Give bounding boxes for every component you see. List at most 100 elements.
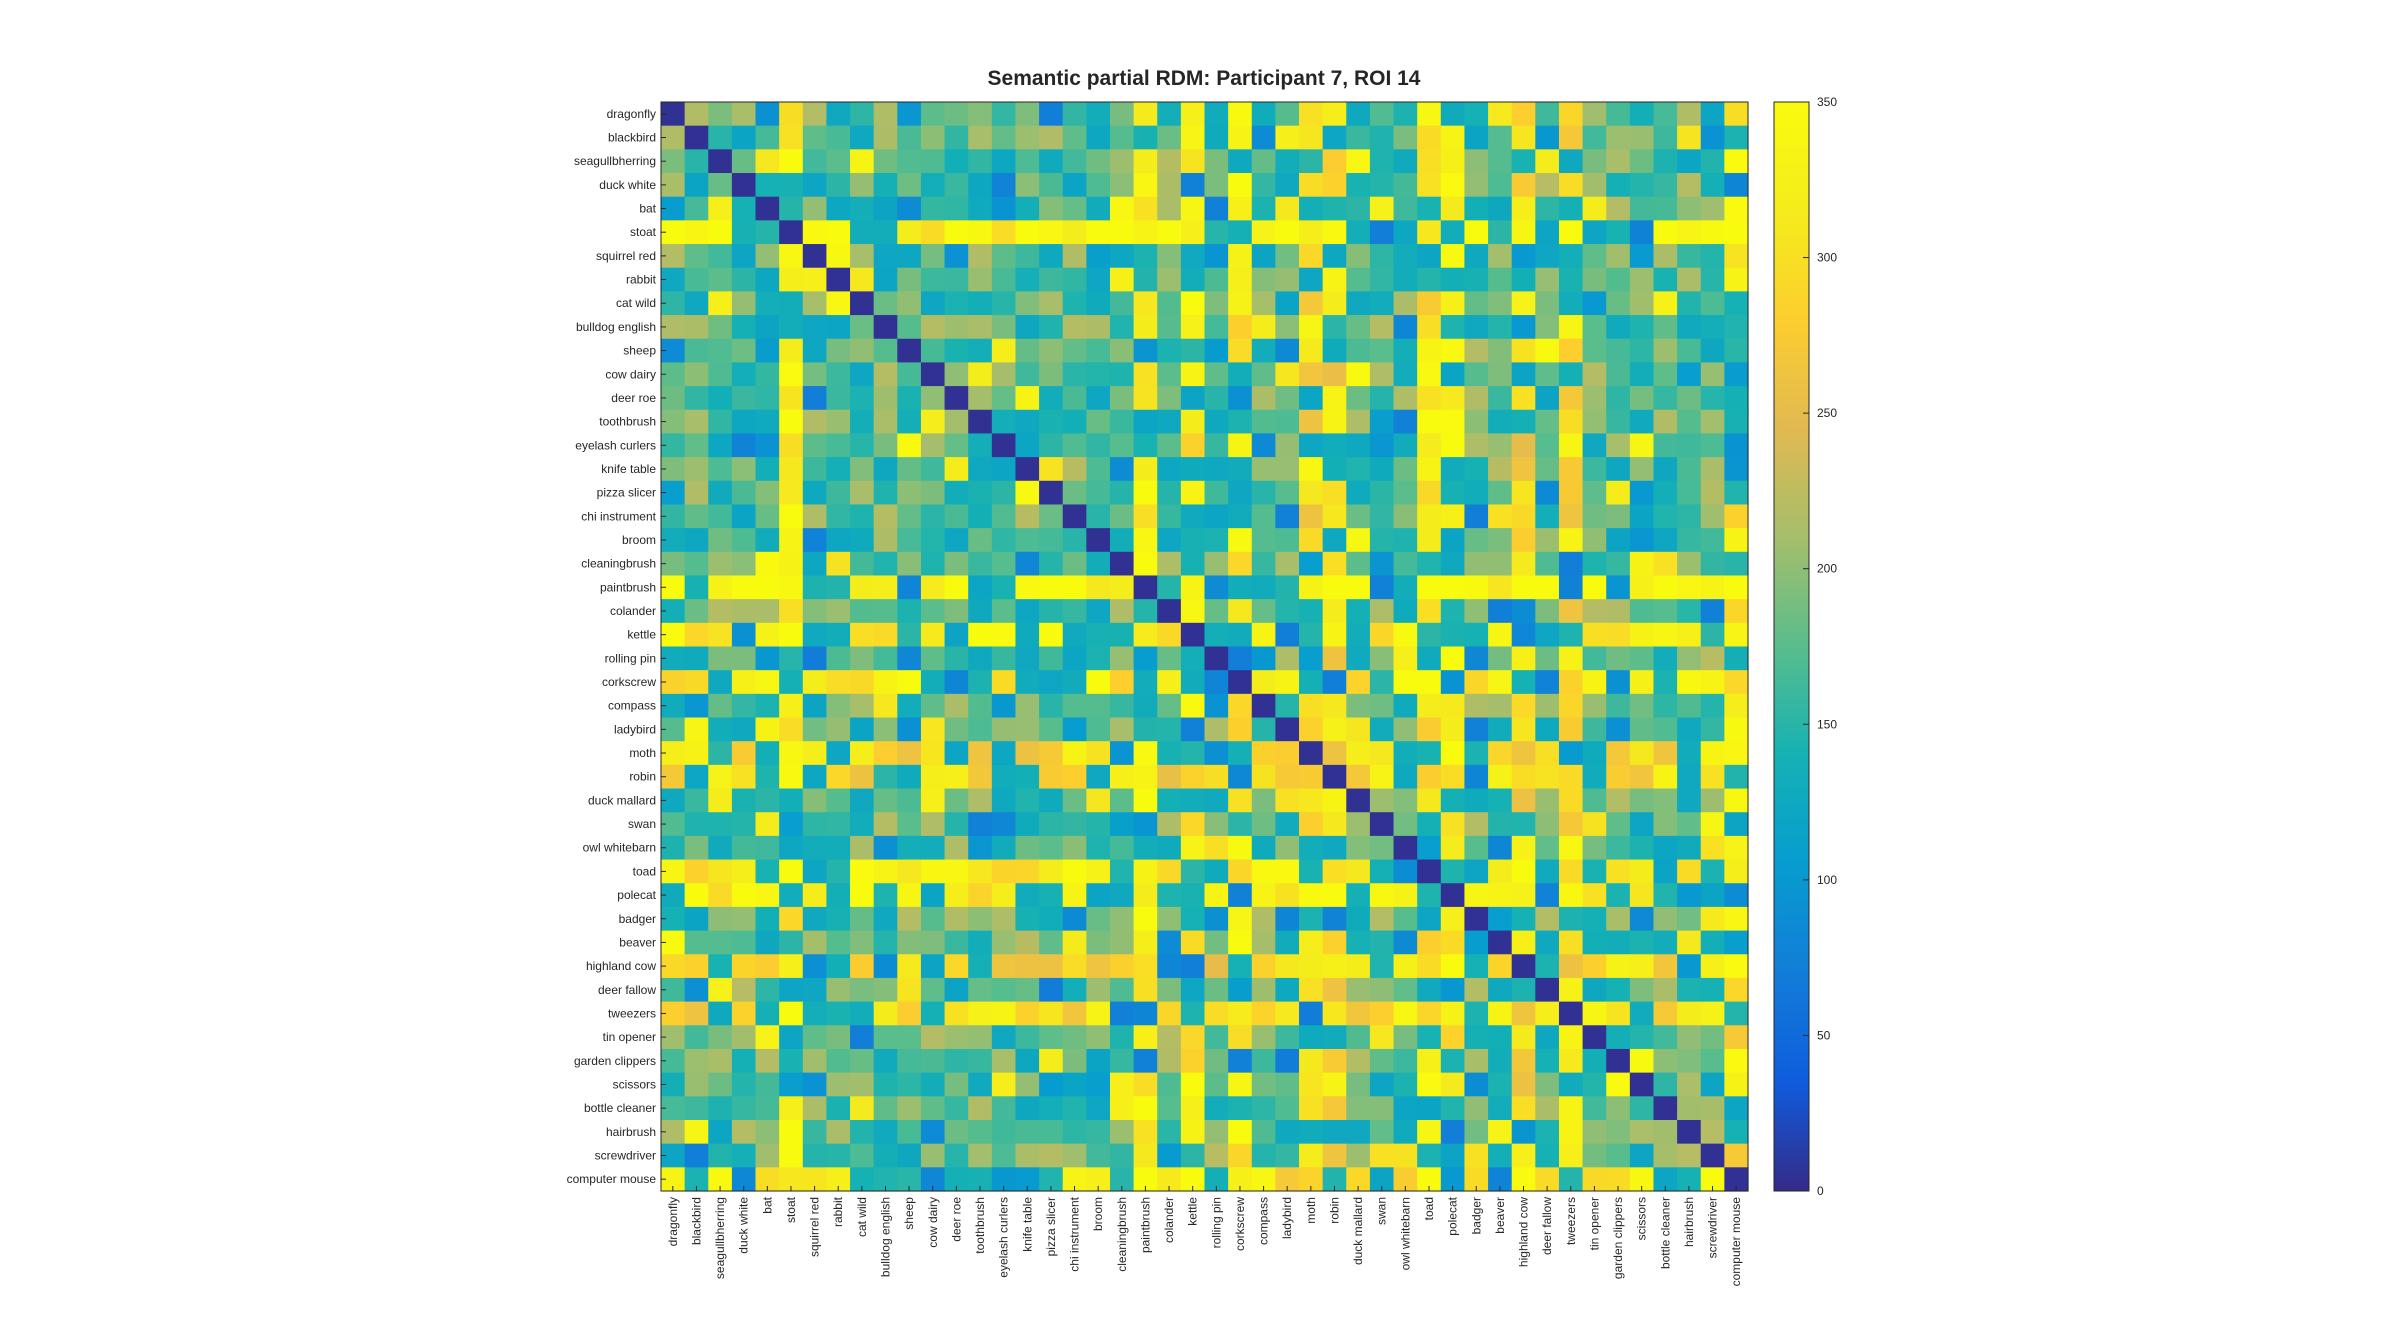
heatmap-cell bbox=[1417, 859, 1442, 884]
heatmap-cell bbox=[968, 575, 993, 600]
heatmap-cell bbox=[1724, 1048, 1749, 1074]
heatmap-cell bbox=[1700, 670, 1725, 695]
heatmap-cell bbox=[1700, 196, 1725, 221]
heatmap-cell bbox=[1346, 338, 1371, 364]
heatmap-cell bbox=[1062, 1096, 1087, 1121]
row-label: tweezers bbox=[608, 1006, 656, 1020]
heatmap-cell bbox=[1299, 646, 1324, 671]
heatmap-cell bbox=[802, 930, 828, 955]
heatmap-cell bbox=[1511, 102, 1536, 127]
heatmap-cell bbox=[1299, 670, 1324, 695]
heatmap-cell bbox=[873, 977, 898, 1003]
heatmap-cell bbox=[1488, 291, 1513, 316]
heatmap-cell bbox=[1251, 599, 1276, 624]
heatmap-cell bbox=[779, 504, 804, 529]
heatmap-cell bbox=[826, 670, 851, 695]
heatmap-cell bbox=[1724, 1072, 1749, 1097]
heatmap-cell bbox=[1511, 267, 1536, 292]
heatmap-cell bbox=[873, 717, 898, 742]
heatmap-cell bbox=[731, 788, 757, 813]
heatmap-cell bbox=[1346, 267, 1371, 292]
heatmap-cell bbox=[1133, 717, 1158, 742]
heatmap-cell bbox=[850, 812, 875, 837]
heatmap-cell bbox=[1582, 977, 1607, 1003]
heatmap-cell bbox=[968, 1001, 993, 1026]
heatmap-cell bbox=[920, 244, 946, 269]
heatmap-cell bbox=[1558, 883, 1584, 908]
heatmap-cell bbox=[826, 1025, 851, 1050]
heatmap-cell bbox=[1251, 717, 1276, 742]
heatmap-cell bbox=[731, 883, 757, 908]
heatmap-cell bbox=[755, 267, 780, 292]
heatmap-cell bbox=[731, 575, 757, 600]
heatmap-cell bbox=[1275, 812, 1300, 837]
heatmap-cell bbox=[1086, 622, 1111, 648]
heatmap-cell bbox=[755, 551, 780, 577]
heatmap-cell bbox=[1724, 977, 1749, 1003]
heatmap-cell bbox=[944, 764, 969, 790]
heatmap-cell bbox=[1322, 930, 1347, 955]
heatmap-cell bbox=[1440, 764, 1466, 790]
heatmap-cell bbox=[1157, 977, 1182, 1003]
heatmap-cell bbox=[1440, 291, 1466, 316]
heatmap-cell bbox=[1511, 835, 1536, 861]
heatmap-cell bbox=[1204, 1025, 1229, 1050]
heatmap-cell bbox=[779, 670, 804, 695]
heatmap-cell bbox=[1275, 220, 1300, 245]
heatmap-cell bbox=[1157, 220, 1182, 245]
heatmap-cell bbox=[1606, 196, 1631, 221]
heatmap-cell bbox=[731, 173, 757, 198]
heatmap-cell bbox=[708, 433, 733, 458]
heatmap-cell bbox=[873, 196, 898, 221]
column-label: pizza slicer bbox=[1044, 1197, 1058, 1256]
heatmap-cell bbox=[1157, 906, 1182, 932]
heatmap-cell bbox=[1488, 1096, 1513, 1121]
heatmap-cell bbox=[897, 622, 922, 648]
column-label: toothbrush bbox=[973, 1197, 987, 1254]
heatmap-cell bbox=[1322, 954, 1347, 979]
heatmap-cell bbox=[1015, 173, 1040, 198]
heatmap-cell bbox=[1062, 1072, 1087, 1097]
heatmap-cell bbox=[944, 386, 969, 411]
heatmap-cell bbox=[1086, 883, 1111, 908]
heatmap-cell bbox=[779, 220, 804, 245]
heatmap-cell bbox=[873, 622, 898, 648]
heatmap-cell bbox=[968, 693, 993, 719]
heatmap-cell bbox=[1440, 125, 1466, 150]
heatmap-cell bbox=[1677, 599, 1702, 624]
heatmap-cell bbox=[1369, 480, 1395, 506]
heatmap-cell bbox=[826, 622, 851, 648]
heatmap-cell bbox=[1677, 930, 1702, 955]
heatmap-cell bbox=[1393, 1143, 1418, 1168]
heatmap-cell bbox=[991, 551, 1017, 577]
heatmap-cell bbox=[1393, 977, 1418, 1003]
heatmap-cell bbox=[1346, 528, 1371, 553]
heatmap-cell bbox=[1511, 930, 1536, 955]
heatmap-cell bbox=[1204, 433, 1229, 458]
heatmap-cell bbox=[826, 338, 851, 364]
heatmap-cell bbox=[968, 362, 993, 387]
heatmap-cell bbox=[1535, 480, 1560, 506]
heatmap-cell bbox=[1204, 196, 1229, 221]
heatmap-cell bbox=[1109, 480, 1135, 506]
heatmap-cell bbox=[1393, 906, 1418, 932]
heatmap-cell bbox=[991, 220, 1017, 245]
heatmap-cell bbox=[1582, 291, 1607, 316]
heatmap-cell bbox=[1629, 575, 1655, 600]
heatmap-cell bbox=[708, 338, 733, 364]
heatmap-cell bbox=[1724, 1096, 1749, 1121]
heatmap-cell bbox=[1204, 173, 1229, 198]
heatmap-cell bbox=[968, 457, 993, 482]
heatmap-cell bbox=[1322, 599, 1347, 624]
heatmap-cell bbox=[1606, 670, 1631, 695]
heatmap-cell bbox=[1086, 457, 1111, 482]
heatmap-cell bbox=[1417, 693, 1442, 719]
heatmap-cell bbox=[1228, 433, 1253, 458]
heatmap-cell bbox=[779, 173, 804, 198]
heatmap-cell bbox=[708, 693, 733, 719]
heatmap-cell bbox=[708, 551, 733, 577]
heatmap-cell bbox=[1346, 196, 1371, 221]
row-label: scissors bbox=[613, 1077, 656, 1091]
heatmap-cell bbox=[1062, 504, 1087, 529]
heatmap-cell bbox=[1157, 693, 1182, 719]
